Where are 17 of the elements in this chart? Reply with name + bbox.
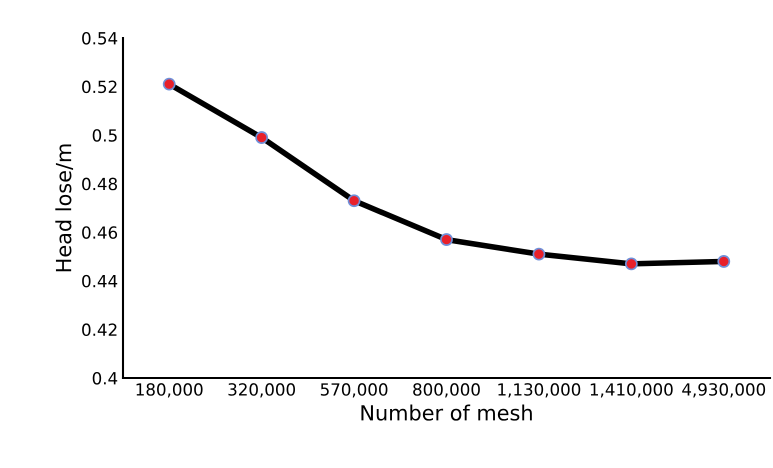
y-tick-label: 0.52 — [82, 80, 116, 94]
x-tick-label: 1,130,000 — [498, 383, 580, 398]
y-axis-title: Head lose/m — [55, 144, 74, 272]
x-axis-title: Number of mesh — [361, 404, 532, 421]
x-tick-label: 180,000 — [136, 383, 203, 398]
y-tick-label: 0.4 — [92, 372, 118, 385]
x-tick-label: 4,930,000 — [682, 383, 766, 398]
y-tick-label: 0.44 — [82, 274, 118, 288]
x-tick-label: 320,000 — [228, 383, 295, 398]
y-tick-label: 0.42 — [82, 323, 116, 336]
y-tick-label: 0.54 — [82, 32, 118, 45]
x-tick-label: 800,000 — [413, 383, 480, 398]
x-tick-label: 1,410,000 — [590, 383, 673, 398]
y-tick-label: 0.48 — [82, 178, 117, 190]
y-tick-label: 0.5 — [92, 129, 117, 142]
y-tick-label: 0.46 — [82, 226, 118, 239]
x-tick-label: 570,000 — [320, 383, 388, 398]
